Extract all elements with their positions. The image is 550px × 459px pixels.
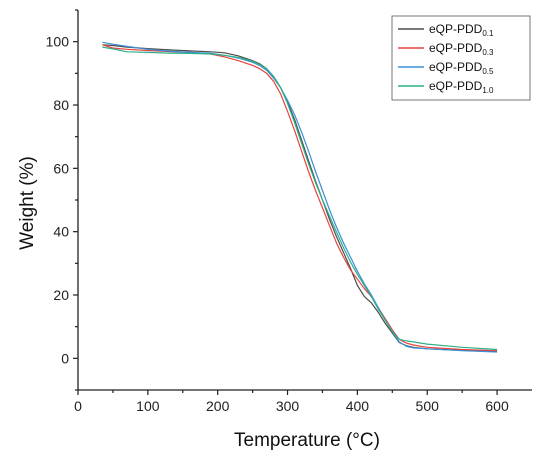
y-tick-label: 80 [53, 97, 69, 113]
y-tick-label: 100 [46, 34, 70, 50]
x-tick-label: 200 [206, 398, 230, 414]
x-axis-title: Temperature (°C) [234, 430, 380, 451]
legend: eQP-PDD0.1 eQP-PDD0.3 eQP-PDD0.5 eQP-PDD1.0 [391, 15, 531, 101]
y-tick-label: 40 [53, 224, 69, 240]
x-tick-label: 300 [276, 398, 300, 414]
y-tick-label: 60 [53, 160, 69, 176]
y-axis-ticks: 0 20 40 60 80 100 [46, 9, 78, 391]
legend-label: eQP-PDD0.5 [429, 60, 494, 76]
x-tick-label: 500 [416, 398, 440, 414]
x-tick-label: 100 [136, 398, 160, 414]
y-axis-title: Weight (%) [17, 156, 38, 250]
x-tick-label: 600 [485, 398, 509, 414]
x-tick-label: 400 [346, 398, 370, 414]
y-tick-label: 20 [53, 287, 69, 303]
legend-label: eQP-PDD1.0 [429, 79, 494, 95]
series-layer [102, 41, 498, 353]
series-line-4 [102, 46, 498, 351]
x-axis-ticks: 0 100 200 300 400 500 600 [74, 390, 509, 414]
y-tick-label: 0 [61, 350, 69, 366]
x-tick-label: 0 [74, 398, 82, 414]
series-line-1 [102, 44, 498, 352]
legend-label: eQP-PDD0.1 [429, 22, 494, 38]
legend-label: eQP-PDD0.3 [429, 41, 494, 57]
